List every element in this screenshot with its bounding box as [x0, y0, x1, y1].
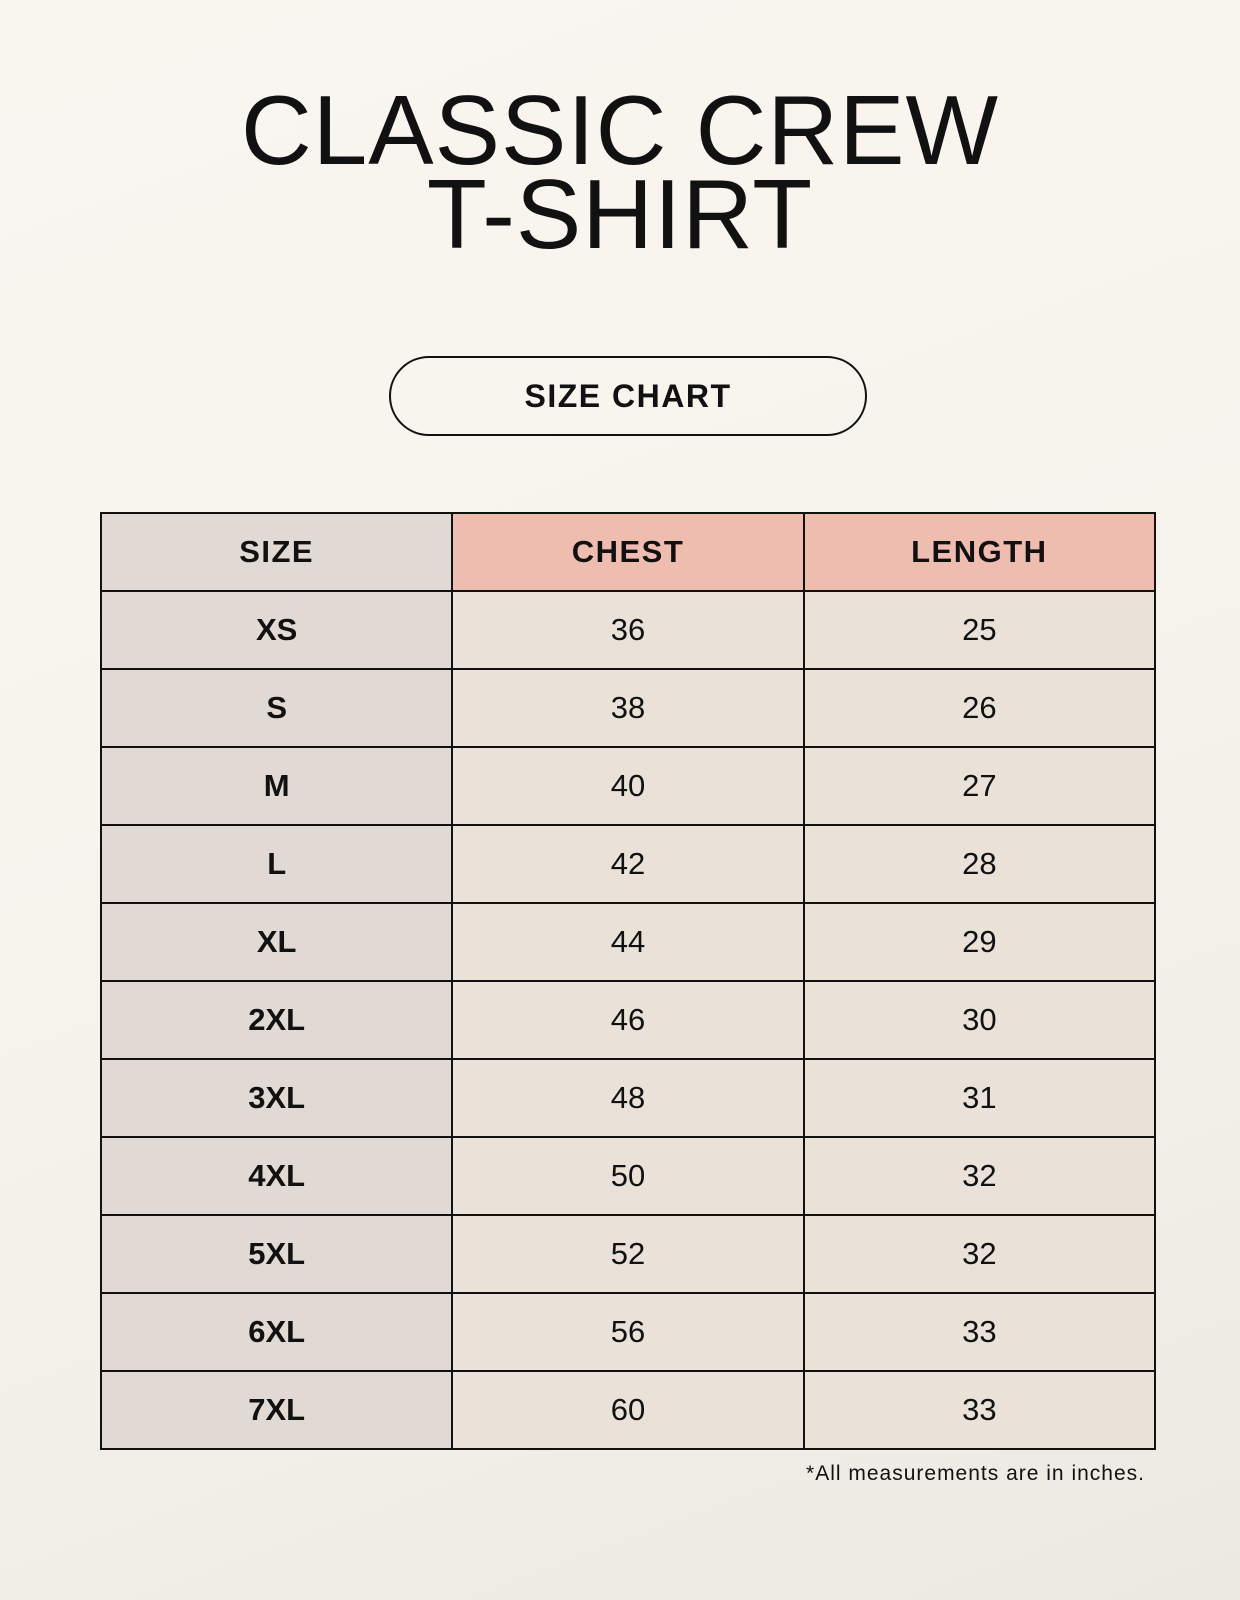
chest-cell: 38 — [451, 668, 805, 748]
table-row: 3XL 48 31 — [99, 1058, 1157, 1138]
size-chart-badge: SIZE CHART — [389, 356, 867, 436]
header-size: SIZE — [99, 512, 454, 592]
title-line-1: CLASSIC CREW — [240, 75, 999, 185]
table-row: 4XL 50 32 — [99, 1136, 1157, 1216]
size-cell: M — [99, 746, 454, 826]
table-row: 7XL 60 33 — [99, 1370, 1157, 1450]
length-cell: 29 — [802, 902, 1157, 982]
length-cell: 31 — [802, 1058, 1157, 1138]
chest-cell: 46 — [451, 980, 805, 1060]
chest-cell: 42 — [451, 824, 805, 904]
length-cell: 30 — [802, 980, 1157, 1060]
size-cell: 5XL — [99, 1214, 454, 1294]
table-row: 5XL 52 32 — [99, 1214, 1157, 1294]
size-cell: 4XL — [99, 1136, 454, 1216]
size-cell: 2XL — [99, 980, 454, 1060]
chest-cell: 36 — [451, 590, 805, 670]
table-row: L 42 28 — [99, 824, 1157, 904]
length-cell: 33 — [802, 1292, 1157, 1372]
length-cell: 32 — [802, 1136, 1157, 1216]
size-cell: XS — [99, 590, 454, 670]
size-cell: 7XL — [99, 1370, 454, 1450]
table-row: 6XL 56 33 — [99, 1292, 1157, 1372]
table-row: XS 36 25 — [99, 590, 1157, 670]
size-table: SIZE CHEST LENGTH XS 36 25 S 38 26 M 40 27 L 42 28 X… — [99, 512, 1157, 1450]
table-row: 2XL 46 30 — [99, 980, 1157, 1060]
table-row: M 40 27 — [99, 746, 1157, 826]
chest-cell: 52 — [451, 1214, 805, 1294]
chest-cell: 50 — [451, 1136, 805, 1216]
chest-cell: 48 — [451, 1058, 805, 1138]
table-row: XL 44 29 — [99, 902, 1157, 982]
chest-cell: 44 — [451, 902, 805, 982]
size-cell: XL — [99, 902, 454, 982]
chest-cell: 40 — [451, 746, 805, 826]
header-row: SIZE CHEST LENGTH — [99, 512, 1157, 592]
length-cell: 26 — [802, 668, 1157, 748]
page-title: CLASSIC CREW T-SHIRT — [0, 75, 1240, 269]
size-cell: S — [99, 668, 454, 748]
title-line-2: T-SHIRT — [426, 159, 814, 269]
length-cell: 33 — [802, 1370, 1157, 1450]
size-cell: L — [99, 824, 454, 904]
length-cell: 28 — [802, 824, 1157, 904]
length-cell: 32 — [802, 1214, 1157, 1294]
length-cell: 25 — [802, 590, 1157, 670]
chest-cell: 60 — [451, 1370, 805, 1450]
chest-cell: 56 — [451, 1292, 805, 1372]
header-length: LENGTH — [802, 512, 1157, 592]
size-cell: 6XL — [99, 1292, 454, 1372]
length-cell: 27 — [802, 746, 1157, 826]
footnote: *All measurements are in inches. — [806, 1462, 1145, 1485]
size-cell: 3XL — [99, 1058, 454, 1138]
header-chest: CHEST — [451, 512, 805, 592]
table-row: S 38 26 — [99, 668, 1157, 748]
